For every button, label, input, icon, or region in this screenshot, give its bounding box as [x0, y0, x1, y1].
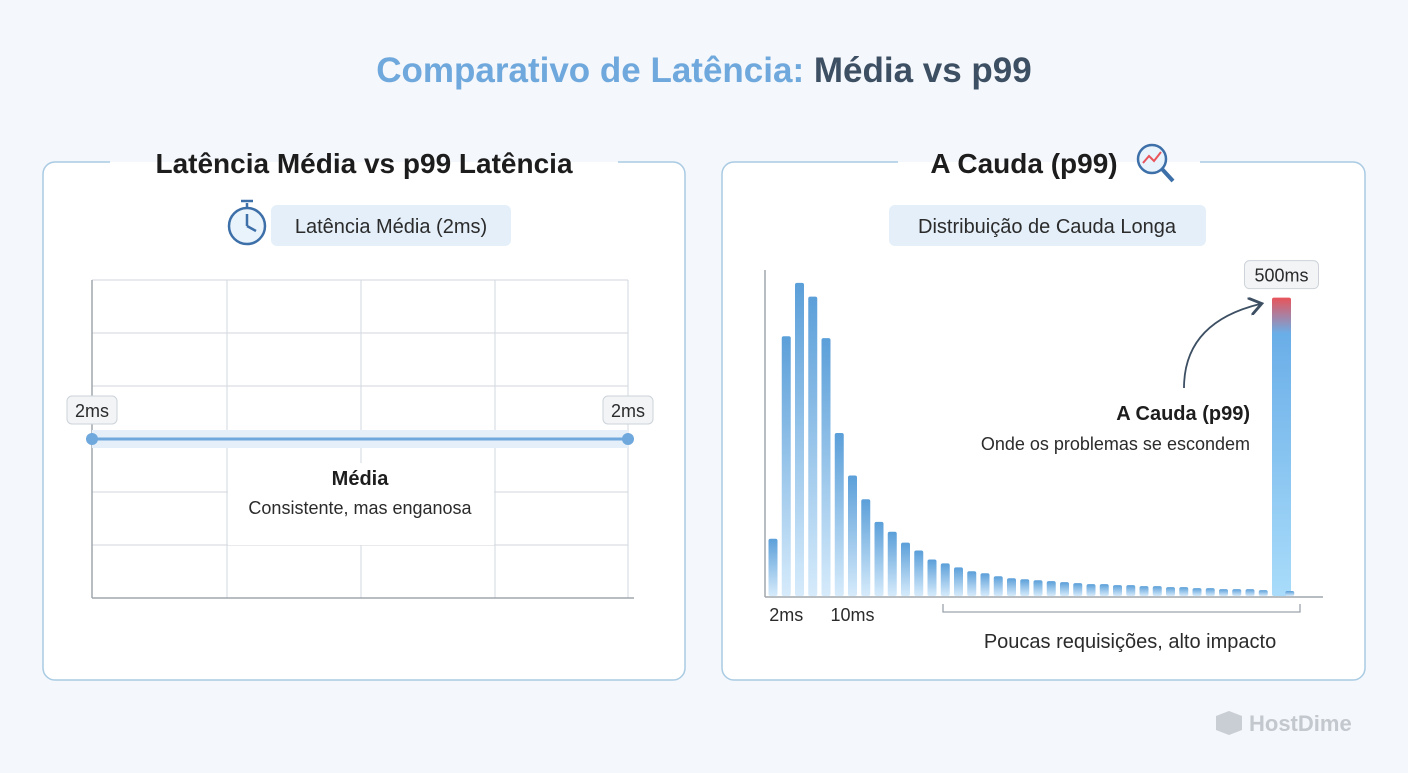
tail-label-bg [1244, 260, 1319, 290]
bar [874, 521, 884, 596]
bar [901, 542, 910, 596]
logo-text: HostDime [1249, 711, 1352, 736]
annotation-text: Onde os problemas se escondem [981, 434, 1250, 454]
bar [808, 296, 818, 596]
bar [768, 538, 778, 596]
bar [954, 567, 963, 596]
panel-title: Latência Média vs p99 Latência [155, 148, 572, 179]
value-label-bg [602, 395, 654, 425]
bar [1007, 578, 1016, 596]
bar [1205, 588, 1215, 596]
panel-title-bg [110, 162, 618, 176]
bar [887, 531, 897, 596]
logo: HostDime [1216, 711, 1352, 736]
bar [993, 576, 1003, 596]
page-title: Comparativo de Latência: Média vs p99 [376, 51, 1032, 90]
x-tick-label: 10ms [830, 605, 874, 625]
bar [940, 563, 950, 596]
bar [1020, 579, 1030, 596]
bar [967, 571, 977, 596]
point [86, 433, 98, 445]
bar [781, 336, 791, 596]
bar [1179, 587, 1189, 596]
bar [848, 475, 857, 596]
value-label: 2ms [75, 401, 109, 421]
magnifier-icon [1136, 143, 1175, 183]
bar [1073, 583, 1083, 596]
bar [1232, 589, 1242, 596]
bar [927, 559, 937, 596]
bar [861, 499, 871, 596]
panel-title: A Cauda (p99) [930, 148, 1117, 179]
title-tail: Média vs p99 [814, 51, 1032, 90]
bar-chart: 2ms 10ms 500ms [768, 260, 1319, 625]
stopwatch-icon [227, 199, 267, 246]
bar [821, 338, 831, 596]
line-chart: 2ms 2ms [66, 395, 654, 448]
badge [889, 205, 1206, 246]
bar [1139, 586, 1149, 596]
arrow [1183, 304, 1260, 389]
value-label: 2ms [611, 401, 645, 421]
bar [1192, 588, 1202, 596]
annotation-text: Consistente, mas enganosa [248, 498, 472, 518]
x-tick-label: 2ms [769, 605, 803, 625]
bar [1046, 581, 1056, 596]
bracket-label: Poucas requisições, alto impacto [984, 631, 1276, 653]
bar [1086, 584, 1096, 596]
bar [1152, 586, 1162, 596]
badge-text: Latência Média (2ms) [295, 216, 487, 238]
bar [1166, 587, 1175, 596]
badge-text: Distribuição de Cauda Longa [918, 216, 1177, 238]
bar [1285, 591, 1295, 596]
point [622, 433, 634, 445]
title-lead: Comparativo de Latência: [376, 51, 804, 90]
annotation-title: Média [332, 468, 390, 490]
badge [271, 205, 511, 246]
bar [1219, 589, 1228, 596]
tail-label: 500ms [1254, 266, 1308, 286]
annotation-title: A Cauda (p99) [1116, 403, 1250, 425]
bar [1245, 589, 1255, 596]
panel-title-bg [898, 162, 1200, 176]
bar [834, 433, 844, 596]
bar [1033, 580, 1043, 596]
bar [980, 573, 990, 596]
bar [1258, 590, 1268, 596]
tail-bar [1272, 297, 1291, 596]
bar [795, 282, 804, 596]
bar [1126, 585, 1136, 596]
bar [1099, 584, 1109, 596]
bracket [942, 604, 1301, 613]
annotation-bg [228, 463, 494, 545]
bar [914, 550, 924, 596]
value-label-bg [66, 395, 118, 425]
bar [1113, 585, 1122, 596]
bar [1060, 582, 1069, 596]
